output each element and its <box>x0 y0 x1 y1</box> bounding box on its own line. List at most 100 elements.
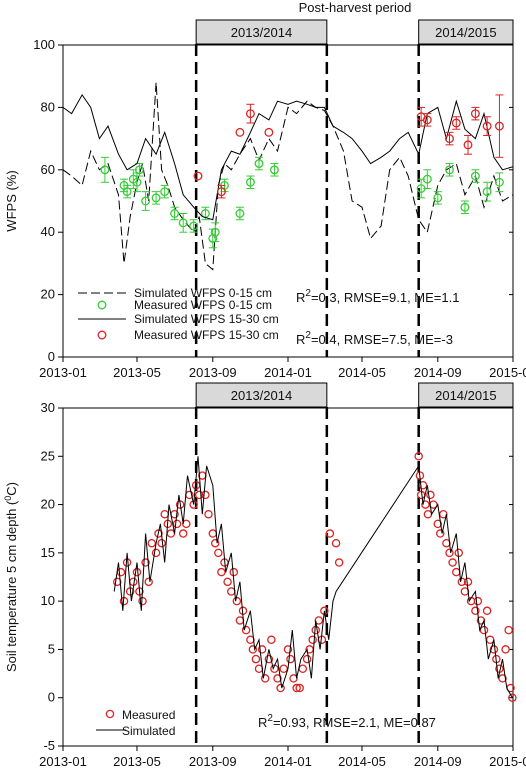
period-label: 2014/2015 <box>435 388 496 403</box>
x-tick-label: 2014-05 <box>338 754 386 769</box>
y-axis-title: WFPS (%) <box>4 170 19 231</box>
data-point <box>494 177 504 187</box>
data-point <box>501 645 510 654</box>
data-point <box>331 538 341 548</box>
data-point <box>334 558 344 567</box>
data-point <box>451 118 461 128</box>
data-point <box>445 548 454 558</box>
data-point <box>504 625 513 635</box>
data-point <box>141 558 150 567</box>
data-point <box>166 529 176 538</box>
data-point <box>182 519 191 529</box>
stat-text: =0.3, RMSE=9.1, ME=1.1 <box>311 290 460 305</box>
data-point <box>122 558 132 567</box>
period-box <box>195 19 328 45</box>
data-point <box>454 548 464 558</box>
stat-r: R <box>258 715 267 730</box>
x-tick-label: 2014-09 <box>414 365 462 380</box>
post-harvest-label: Post-harvest period <box>299 0 412 15</box>
data-point <box>298 664 308 673</box>
data-point <box>295 683 304 693</box>
data-point <box>214 548 223 558</box>
fit-statistics: R2=0.4, RMSE=7.5, ME=-3 <box>296 330 453 347</box>
data-point <box>433 193 443 203</box>
y-axis-title: Soil temperature 5 cm depth (0C) <box>3 482 19 672</box>
x-tick-label: 2015-01 <box>489 365 526 380</box>
data-point <box>189 221 199 231</box>
data-point <box>445 134 454 144</box>
data-point <box>193 171 203 181</box>
y-tick-label: 40 <box>41 224 55 239</box>
legend-marker-swatch <box>105 709 115 719</box>
y-tick-label: 10 <box>41 593 55 608</box>
fit-statistics: R2=0.93, RMSE=2.1, ME=0.87 <box>258 713 436 730</box>
data-point <box>147 538 157 548</box>
data-point <box>286 654 295 664</box>
data-point <box>460 202 470 212</box>
data-point <box>422 115 432 125</box>
data-point <box>245 109 255 119</box>
y-tick-label: 100 <box>33 37 55 52</box>
data-point <box>463 577 473 587</box>
data-point <box>292 683 301 693</box>
plot-frame <box>62 407 514 747</box>
legend-label: Measured WFPS 15-30 cm <box>134 328 279 342</box>
data-point <box>160 509 169 519</box>
data-point <box>302 654 312 664</box>
period-label: 2013/2014 <box>231 388 292 403</box>
data-point <box>269 165 279 175</box>
data-point <box>122 187 132 197</box>
y-tick-label: 15 <box>41 545 55 560</box>
data-point <box>264 127 274 137</box>
y-tick-label: 0 <box>48 690 55 705</box>
period-box <box>418 19 514 45</box>
data-point <box>141 196 151 206</box>
legend-label: Simulated WFPS 15-30 cm <box>134 312 279 326</box>
x-tick-label: 2014-01 <box>264 365 312 380</box>
data-point <box>235 616 245 625</box>
data-point <box>241 625 251 635</box>
y-tick-label: 20 <box>41 287 55 302</box>
data-point <box>489 645 499 654</box>
y-axis-title-main: Soil temperature 5 cm depth ( <box>4 500 19 672</box>
y-axis-title-end: C) <box>4 482 19 496</box>
data-point <box>439 509 448 519</box>
data-point <box>144 577 153 587</box>
x-tick-label: 2013-01 <box>39 365 87 380</box>
data-point <box>473 596 483 606</box>
data-point <box>276 683 285 693</box>
data-point <box>157 538 166 548</box>
data-point <box>267 635 276 645</box>
data-point <box>418 481 428 490</box>
data-point <box>308 635 317 645</box>
data-point <box>172 519 182 529</box>
data-point <box>482 121 492 131</box>
y-tick-label: -5 <box>43 738 55 753</box>
x-tick-label: 2015-01 <box>489 754 526 769</box>
data-point <box>426 490 435 500</box>
y-tick-label: 60 <box>41 162 55 177</box>
data-point <box>134 165 144 175</box>
legend-label: Measured <box>122 708 175 722</box>
data-point <box>235 209 245 218</box>
data-point <box>463 140 473 150</box>
data-point <box>160 187 170 197</box>
x-tick-label: 2013-09 <box>189 365 237 380</box>
data-point <box>211 538 220 548</box>
data-point <box>112 577 122 587</box>
data-point <box>151 548 161 558</box>
data-point <box>508 693 517 702</box>
data-point <box>482 606 492 616</box>
data-point <box>279 664 288 673</box>
data-point <box>311 625 320 635</box>
data-point <box>210 227 220 237</box>
y-tick-label: 80 <box>41 99 55 114</box>
data-point <box>470 109 480 119</box>
period-box <box>418 382 514 408</box>
data-point <box>151 193 161 203</box>
x-tick-label: 2013-05 <box>113 754 161 769</box>
data-point <box>422 174 432 184</box>
data-point <box>178 218 188 228</box>
x-tick-label: 2014-09 <box>414 754 462 769</box>
